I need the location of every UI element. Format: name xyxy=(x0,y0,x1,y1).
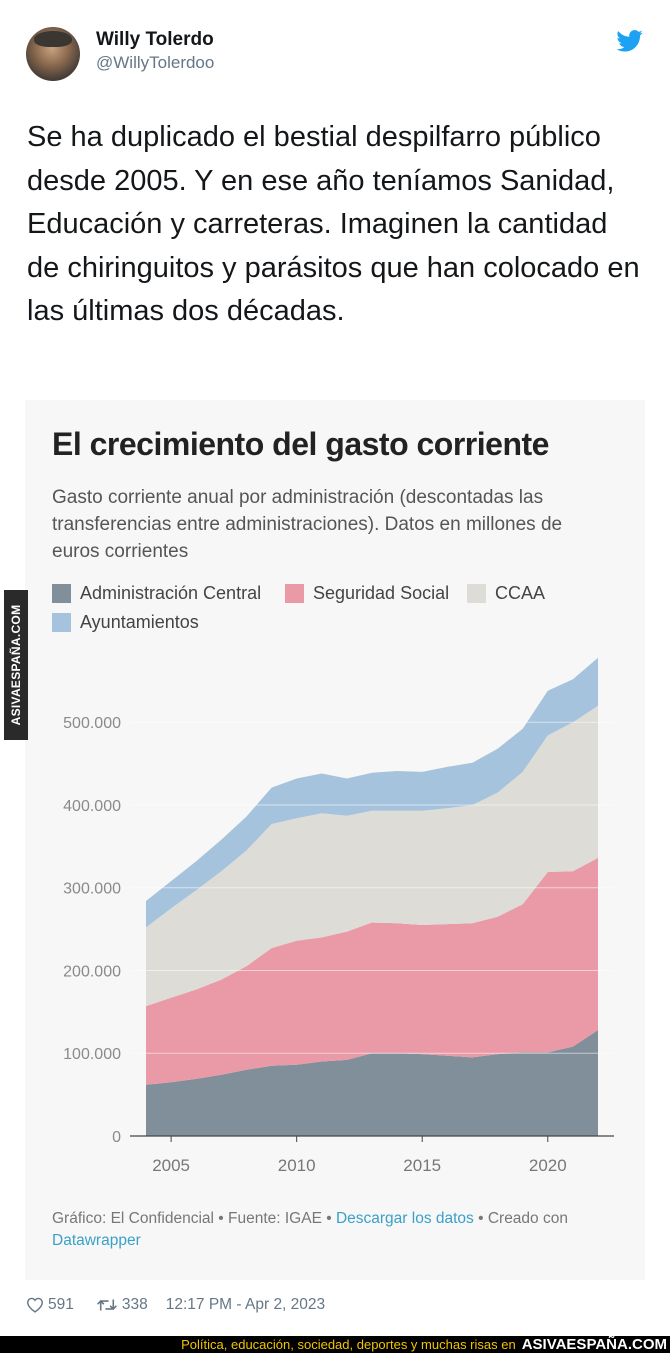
x-tick-label: 2005 xyxy=(152,1156,190,1175)
y-tick-label: 200.000 xyxy=(63,963,121,980)
legend-label: Administración Central xyxy=(80,583,262,603)
area-seguridad-social xyxy=(146,857,598,1085)
legend-swatch xyxy=(52,613,71,632)
y-tick-label: 400.000 xyxy=(63,798,121,815)
banner-slogan: Política, educación, sociedad, deportes … xyxy=(181,1337,516,1352)
legend-swatch xyxy=(285,584,304,603)
side-watermark: ASIVAESPAÑA.COM xyxy=(4,590,28,740)
chart-footer: Gráfico: El Confidencial • Fuente: IGAE … xyxy=(52,1208,622,1252)
download-data-link[interactable]: Descargar los datos xyxy=(335,1210,474,1227)
legend-item-administracion-central: Administración Central xyxy=(52,583,261,604)
legend-swatch xyxy=(467,584,486,603)
heart-icon[interactable] xyxy=(26,1297,44,1313)
legend-label: Ayuntamientos xyxy=(80,612,199,632)
x-tick-label: 2010 xyxy=(278,1156,316,1175)
footer-source: Gráfico: El Confidencial • Fuente: IGAE … xyxy=(52,1210,336,1227)
watermark-text: ASIVAESPAÑA.COM xyxy=(9,604,23,726)
twitter-bird-icon[interactable] xyxy=(616,30,644,52)
avatar[interactable] xyxy=(26,27,80,81)
footer-created-with: • Creado con xyxy=(473,1210,568,1227)
tweet-meta: 591 338 12:17 PM - Apr 2, 2023 xyxy=(26,1296,325,1314)
area-ayuntamientos xyxy=(146,657,598,928)
legend-label: Seguridad Social xyxy=(313,583,450,603)
tweet-timestamp: 12:17 PM - Apr 2, 2023 xyxy=(165,1296,326,1313)
legend-swatch xyxy=(52,584,71,603)
retweet-count: 338 xyxy=(121,1296,148,1313)
legend-item-ccaa: CCAA xyxy=(467,583,545,604)
y-tick-label: 500.000 xyxy=(63,715,121,732)
tweet-text: Se ha duplicado el bestial despilfarro p… xyxy=(27,121,640,327)
y-tick-label: 100.000 xyxy=(63,1046,121,1063)
area-ccaa xyxy=(146,705,598,1007)
y-tick-label: 0 xyxy=(112,1129,121,1146)
bottom-banner: Política, educación, sociedad, deportes … xyxy=(0,1336,670,1353)
y-tick-label: 300.000 xyxy=(63,881,121,898)
datawrapper-link[interactable]: Datawrapper xyxy=(52,1232,141,1249)
author-name[interactable]: Willy Tolerdo xyxy=(96,29,214,50)
x-tick-label: 2020 xyxy=(529,1156,567,1175)
legend-item-ayuntamientos: Ayuntamientos xyxy=(52,612,199,633)
banner-brand[interactable]: ASIVAESPAÑA.COM xyxy=(521,1336,667,1353)
area-administracion-central xyxy=(146,1030,598,1136)
x-tick-label: 2015 xyxy=(403,1156,441,1175)
chart-title: El crecimiento del gasto corriente xyxy=(52,426,549,462)
retweet-icon[interactable] xyxy=(96,1297,118,1313)
like-count: 591 xyxy=(48,1296,74,1313)
chart-subtitle: Gasto corriente anual por administración… xyxy=(52,487,563,562)
legend-item-seguridad-social: Seguridad Social xyxy=(285,583,449,604)
author-handle[interactable]: @WillyTolerdoo xyxy=(96,53,215,72)
legend-label: CCAA xyxy=(495,583,546,603)
